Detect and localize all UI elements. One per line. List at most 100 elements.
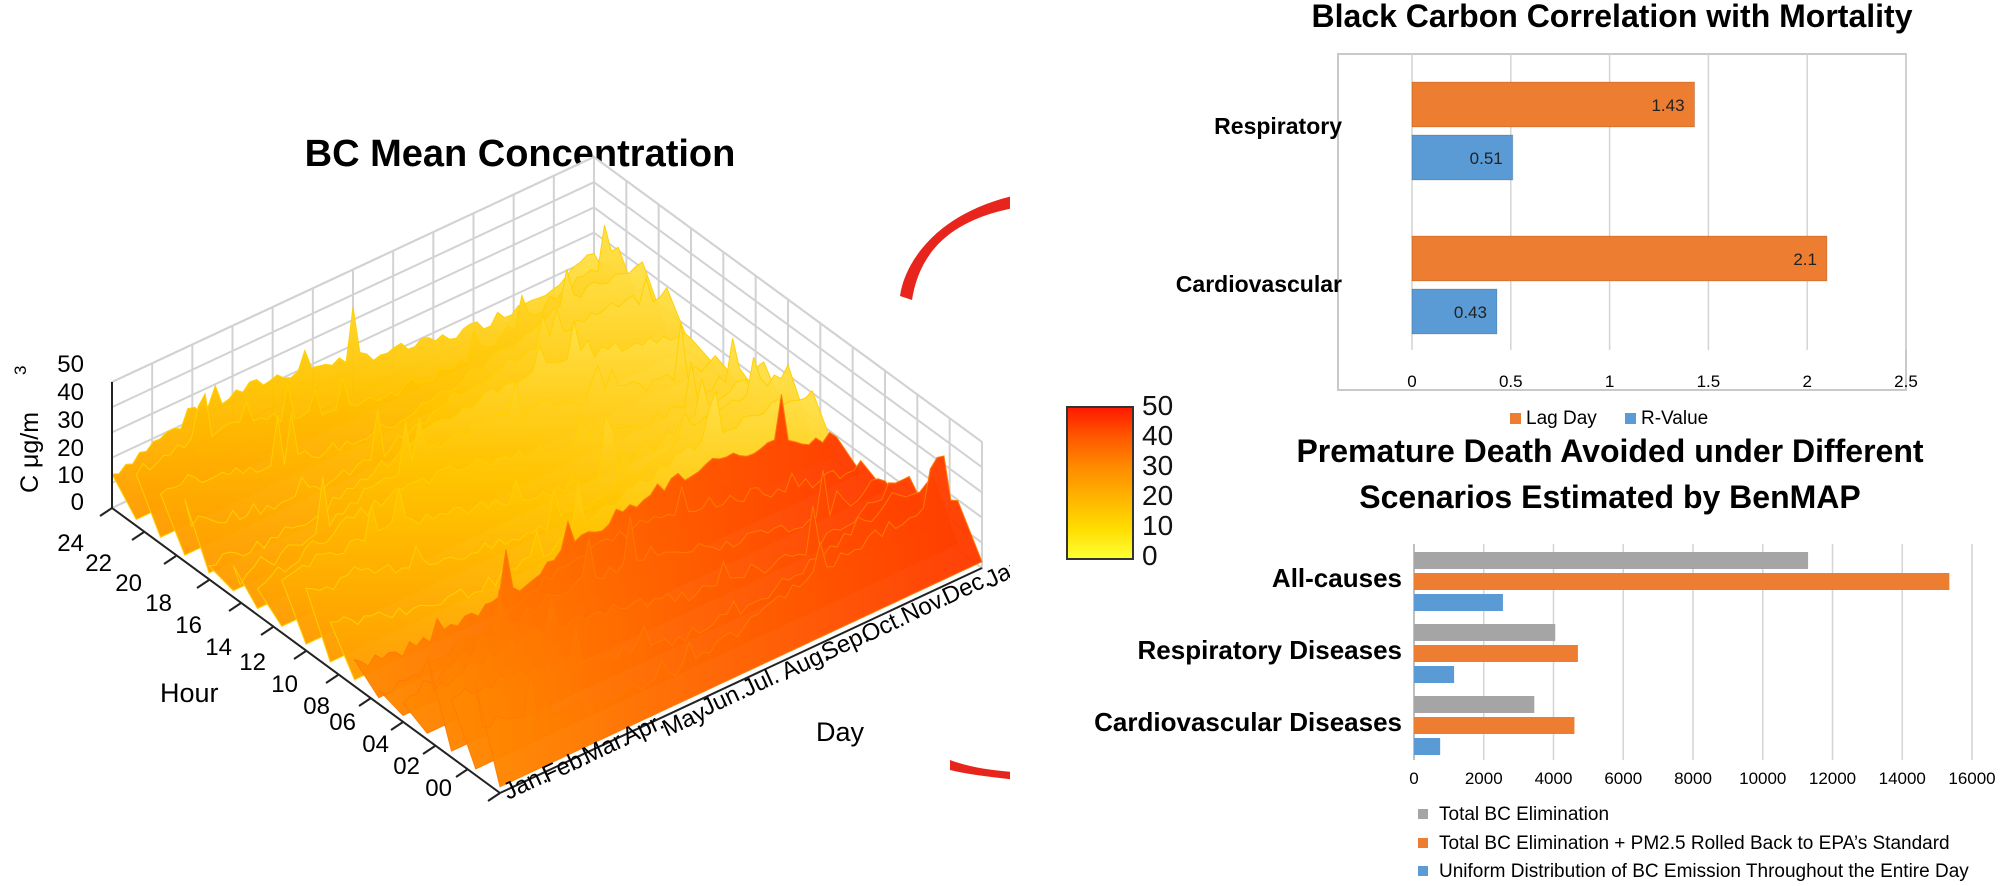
z-tick: 10 [57,462,84,489]
surface-body [111,224,983,788]
bar [1414,645,1578,662]
x-tick-label: 14000 [1879,769,1926,788]
legend-swatch [1418,838,1428,848]
surface-strip [475,455,983,788]
z-axis-label: C μg/m 3 [11,366,44,493]
z-tick: 20 [57,435,84,462]
x-tick-label: 0 [1409,769,1418,788]
colorbar-tick: 10 [1142,510,1174,541]
arrow-to-benmap-icon [950,760,1010,780]
bar [1414,717,1575,734]
bar-data-label: 2.1 [1793,250,1817,269]
hour-tick-marks [99,507,501,802]
category-label: Respiratory Diseases [1138,635,1402,665]
hour-tick: 06 [329,709,356,736]
benmap-chart: Premature Death Avoided under Different … [1094,433,1996,882]
x-tick-label: 1 [1605,372,1614,391]
bar [1411,235,1828,282]
correlation-legend: Lag Day R-Value [1510,408,1708,429]
bar [1414,594,1503,611]
z-tick: 50 [57,351,84,378]
bar [1411,134,1514,181]
x-tick-label: 12000 [1809,769,1856,788]
category-label: Cardiovascular [1176,271,1342,297]
legend-label: Lag Day [1526,408,1597,429]
colorbar-tick: 30 [1142,450,1174,481]
colorbar [1066,406,1134,560]
x-tick-label: 2 [1802,372,1811,391]
hour-tick: 10 [271,671,298,698]
surface-plot: BC Mean Concentration 50 40 30 20 10 0 C… [11,133,1010,805]
hour-tick: 00 [425,775,452,802]
colorbar-tick: 50 [1142,390,1174,421]
correlation-chart-title: Black Carbon Correlation with Mortality [1312,0,1913,34]
x-tick-label: 0 [1407,372,1416,391]
colorbar-tick: 0 [1142,540,1158,571]
z-axis-ticks: 50 40 30 20 10 0 [57,351,84,516]
z-tick: 30 [57,407,84,434]
x-tick-label: 1.5 [1697,372,1721,391]
legend-label: Uniform Distribution of BC Emission Thro… [1439,861,1969,882]
bar [1414,624,1556,641]
x-tick-label: 8000 [1674,769,1712,788]
legend-swatch [1418,866,1428,876]
arrow-to-correlation-icon [900,180,1010,300]
correlation-x-ticks: 0 0.5 1 1.5 2 2.5 [1407,372,1918,391]
bar [1411,81,1696,128]
x-tick-label: 0.5 [1499,372,1523,391]
hour-tick: 16 [175,612,202,639]
bar [1414,666,1455,683]
hour-tick: 04 [362,731,389,758]
x-tick-label: 4000 [1535,769,1573,788]
hour-tick: 02 [393,753,420,780]
x-tick-label: 10000 [1739,769,1786,788]
benmap-bars [1414,552,1950,755]
colorbar-tick: 40 [1142,420,1174,451]
x-tick-label: 16000 [1948,769,1995,788]
hour-tick: 12 [239,649,266,676]
hour-tick: 18 [145,590,172,617]
hour-axis-ticks: 24 22 20 18 16 14 12 10 08 06 04 02 00 [57,530,452,802]
legend-swatch [1625,413,1636,424]
legend-swatch [1510,413,1521,424]
hour-tick: 08 [303,693,330,720]
bar-data-label: 0.51 [1470,149,1503,168]
hour-tick: 14 [205,634,232,661]
benmap-title-line: Scenarios Estimated by BenMAP [1359,479,1860,515]
surface-axes [111,382,983,794]
bar-data-label: 0.43 [1454,303,1487,322]
benmap-legend: Total BC Elimination Total BC Eliminatio… [1418,804,1969,882]
hour-axis-label: Hour [160,678,219,708]
x-tick-label: 2000 [1465,769,1503,788]
bar-data-label: 1.43 [1651,96,1684,115]
surface-title: BC Mean Concentration [305,133,736,175]
legend-label: Total BC Elimination + PM2.5 Rolled Back… [1439,833,1950,854]
bar [1414,552,1809,569]
correlation-bars: 1.43 0.51 2.1 0.43 [1411,81,1828,335]
hour-tick: 24 [57,530,84,557]
correlation-chart: Black Carbon Correlation with Mortality … [1176,0,1918,429]
benmap-x-ticks: 0 2000 4000 6000 8000 10000 12000 14000 16000 [1409,769,1995,788]
hour-tick: 22 [85,550,112,577]
bar [1414,696,1535,713]
category-label: All-causes [1272,563,1402,593]
z-axis-label-superscript: 3 [11,366,30,375]
colorbar-ticks: 50 40 30 20 10 0 [1142,391,1173,571]
bar [1411,288,1498,335]
category-label: Respiratory [1214,113,1342,139]
x-tick-label: 2.5 [1894,372,1918,391]
z-axis-label-text: C μg/m [16,412,44,493]
bar [1414,573,1950,590]
hour-tick: 20 [115,570,142,597]
z-tick: 0 [71,489,84,516]
day-axis-label: Day [816,717,865,747]
bar [1414,738,1441,755]
legend-label: Total BC Elimination [1439,804,1609,825]
legend-swatch [1418,809,1428,819]
x-tick-label: 6000 [1604,769,1642,788]
colorbar-tick: 20 [1142,480,1174,511]
legend-label: R-Value [1641,408,1708,429]
category-label: Cardiovascular Diseases [1094,707,1402,737]
benmap-title-line: Premature Death Avoided under Different [1296,433,1923,469]
z-tick: 40 [57,379,84,406]
